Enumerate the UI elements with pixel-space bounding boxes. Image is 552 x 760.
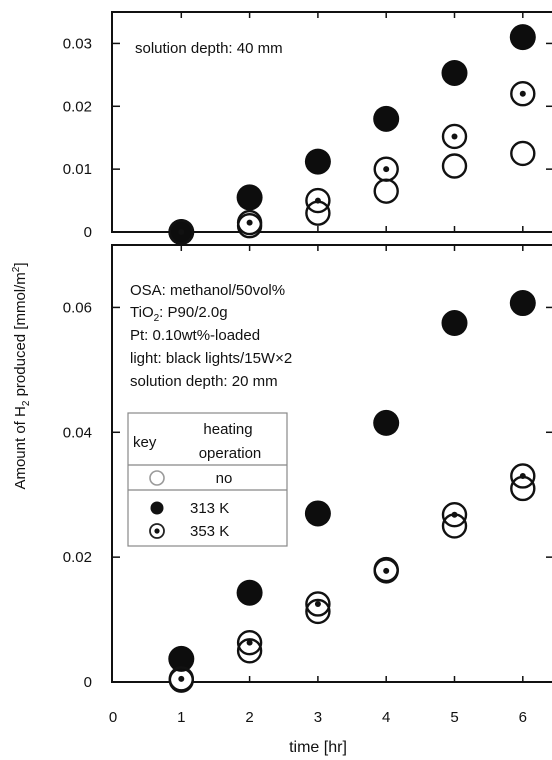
top-point-353k (168, 219, 195, 245)
bottom-point-353k-dot (383, 567, 390, 574)
top-point-313k (304, 148, 331, 175)
top-point-313k (236, 184, 263, 211)
legend-marker-353k-dot (154, 528, 160, 534)
top-y-tick-label: 0.03 (63, 35, 92, 52)
top-y-tick-label: 0.02 (63, 98, 92, 115)
bottom-point-353k (510, 463, 536, 489)
legend-marker-313k (150, 501, 164, 515)
x-tick-label: 4 (382, 709, 390, 726)
bottom-panel-annotation: OSA: methanol/50vol% TiO2: P90/2.0g Pt: … (130, 282, 292, 390)
legend-label-no: no (216, 470, 233, 487)
x-tick-label: 5 (450, 709, 458, 726)
bottom-point-353k-dot (246, 639, 253, 646)
bottom-point-353k (441, 501, 468, 528)
legend-label-353k: 353 K (190, 523, 229, 540)
bottom-point-313k (236, 579, 263, 606)
top-panel-markers (168, 24, 536, 245)
top-point-353k-dot (383, 166, 390, 173)
top-point-353k-dot (246, 219, 253, 226)
bottom-y-tick-label: 0 (84, 674, 92, 691)
annotation-line-osa: OSA: methanol/50vol% (130, 282, 285, 299)
bottom-y-tick-label: 0.06 (63, 299, 92, 316)
bottom-point-353k (236, 629, 263, 656)
bottom-point-353k (168, 666, 195, 692)
x-tick-label: 6 (519, 709, 527, 726)
legend: key heating operation no 313 K 353 K (127, 412, 288, 547)
bottom-point-353k (373, 558, 399, 584)
y-axis-label: Amount of H2 produced [mmol/m2] (11, 262, 32, 489)
bottom-point-353k-dot (314, 600, 321, 607)
bottom-point-353k (305, 591, 331, 617)
bottom-point-353k-dot (519, 472, 526, 479)
x-tick-labels: 0 1 2 3 4 5 6 (109, 709, 527, 726)
bottom-panel-frame (111, 244, 552, 683)
top-y-tick-label: 0 (84, 224, 92, 241)
top-point-no-heating (510, 140, 536, 167)
x-axis-label: time [hr] (289, 739, 347, 756)
top-point-353k (441, 123, 468, 150)
bottom-y-tick-label: 0.04 (63, 424, 92, 441)
bottom-point-no-heating (236, 638, 263, 664)
top-point-353k (373, 156, 399, 182)
top-point-353k (305, 187, 331, 214)
top-point-353k (510, 81, 536, 107)
top-point-313k (441, 59, 468, 86)
annotation-line-light: light: black lights/15W×2 (130, 350, 292, 367)
bottom-point-313k (441, 310, 468, 337)
legend-heading-line2: operation (199, 445, 262, 462)
legend-key-label: key (133, 434, 157, 451)
x-tick-label: 3 (314, 709, 322, 726)
legend-label-313k: 313 K (190, 500, 229, 517)
top-point-313k (509, 24, 536, 51)
bottom-point-313k (373, 409, 400, 436)
x-tick-label: 2 (245, 709, 253, 726)
bottom-point-353k-dot (451, 511, 458, 518)
annotation-line-depth: solution depth: 20 mm (130, 373, 278, 390)
bottom-point-313k (509, 290, 536, 317)
top-panel-axes: 0 0.01 0.02 0.03 (63, 12, 552, 241)
annotation-line-tio2: TiO2: P90/2.0g (130, 304, 228, 324)
top-y-tick-label: 0.01 (63, 161, 92, 178)
top-point-no-heating (373, 178, 399, 204)
top-point-353k-dot (314, 197, 321, 204)
bottom-panel-axes: 0 0.02 0.04 0.06 (63, 245, 552, 691)
legend-marker-no (149, 470, 165, 486)
bottom-point-no-heating (305, 598, 331, 625)
bottom-y-tick-label: 0.02 (63, 549, 92, 566)
top-point-353k-dot (451, 133, 458, 140)
bottom-point-313k (304, 500, 331, 527)
x-tick-label: 0 (109, 709, 117, 726)
x-tick-label: 1 (177, 709, 185, 726)
top-point-313k (373, 105, 400, 132)
top-point-353k (236, 209, 263, 236)
top-point-353k-dot (519, 90, 526, 97)
bottom-panel-markers (168, 290, 536, 693)
bottom-point-313k (168, 645, 195, 672)
legend-heading-line1: heating (203, 421, 252, 438)
top-point-no-heating (441, 153, 468, 179)
top-point-353k-dot (178, 229, 185, 235)
top-panel-frame (111, 11, 552, 233)
top-panel-annotation: solution depth: 40 mm (135, 40, 283, 57)
annotation-line-pt: Pt: 0.10wt%-loaded (130, 327, 260, 344)
bottom-point-353k-dot (178, 675, 185, 682)
